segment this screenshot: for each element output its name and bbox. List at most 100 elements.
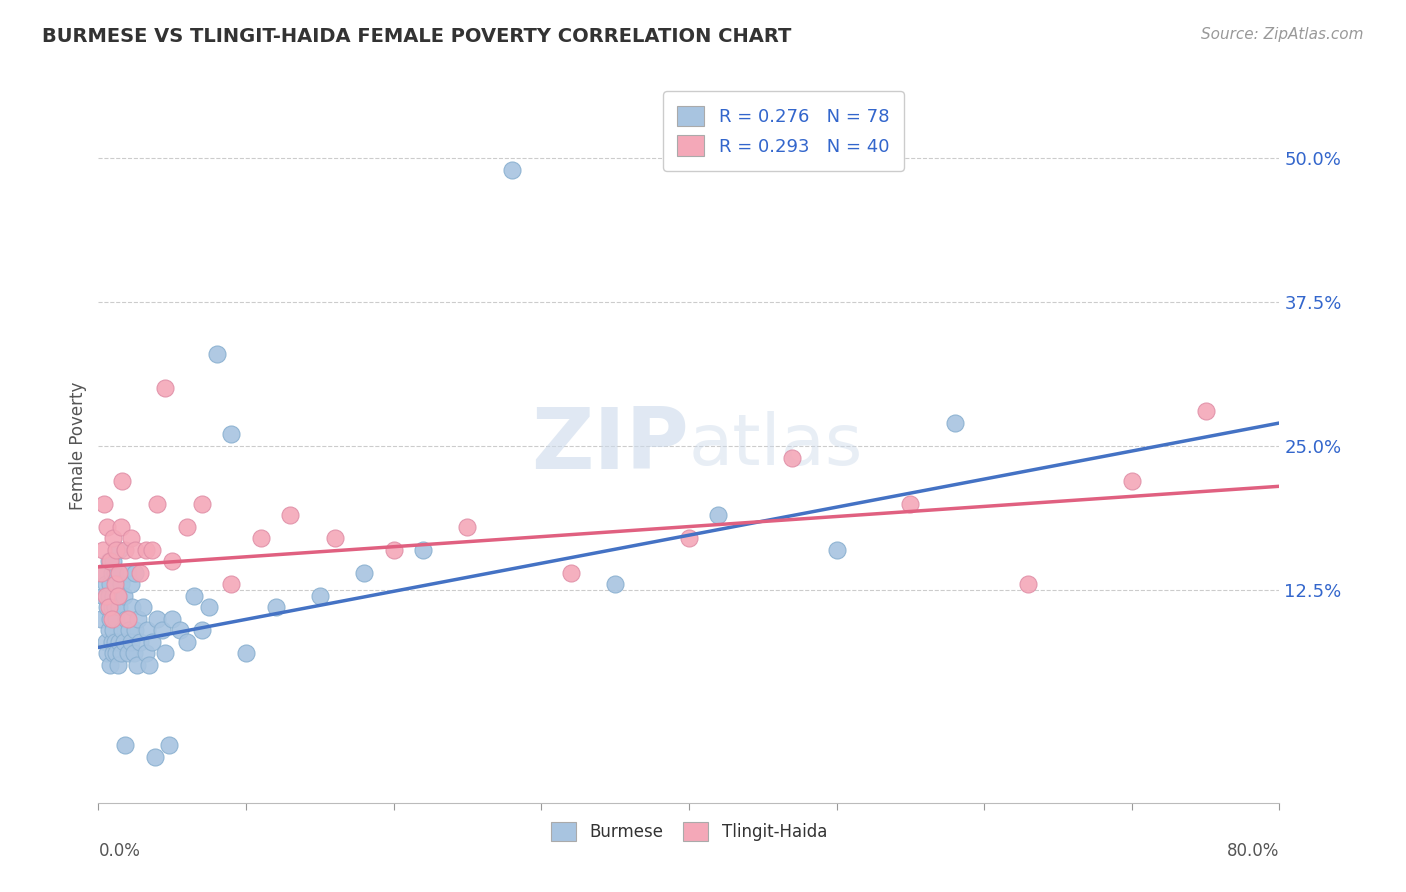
Text: BURMESE VS TLINGIT-HAIDA FEMALE POVERTY CORRELATION CHART: BURMESE VS TLINGIT-HAIDA FEMALE POVERTY … xyxy=(42,27,792,45)
Point xyxy=(117,646,139,660)
Point xyxy=(120,531,142,545)
Point xyxy=(97,554,120,568)
Point xyxy=(221,427,243,442)
Point xyxy=(93,566,115,580)
Point xyxy=(112,634,135,648)
Point xyxy=(103,554,125,568)
Point xyxy=(98,657,121,672)
Point xyxy=(111,474,134,488)
Point xyxy=(1121,474,1143,488)
Point xyxy=(90,612,112,626)
Point xyxy=(146,612,169,626)
Point xyxy=(108,566,131,580)
Point xyxy=(104,634,127,648)
Point xyxy=(135,646,157,660)
Point xyxy=(104,566,127,580)
Point xyxy=(191,497,214,511)
Point xyxy=(91,542,114,557)
Point xyxy=(191,623,214,637)
Point xyxy=(93,497,115,511)
Point xyxy=(117,566,139,580)
Point xyxy=(560,566,582,580)
Point xyxy=(96,519,118,533)
Point xyxy=(135,542,157,557)
Point xyxy=(146,497,169,511)
Point xyxy=(105,542,128,557)
Point xyxy=(457,519,479,533)
Point xyxy=(97,623,120,637)
Point xyxy=(264,600,287,615)
Point xyxy=(176,519,198,533)
Point xyxy=(323,531,346,545)
Point xyxy=(114,542,136,557)
Text: 80.0%: 80.0% xyxy=(1227,842,1279,860)
Point xyxy=(235,646,257,660)
Point xyxy=(176,634,198,648)
Point xyxy=(100,634,122,648)
Point xyxy=(605,577,627,591)
Point xyxy=(97,589,120,603)
Point xyxy=(98,612,121,626)
Point xyxy=(138,657,160,672)
Point xyxy=(707,508,730,522)
Point xyxy=(114,738,136,752)
Point xyxy=(105,646,128,660)
Point xyxy=(153,381,176,395)
Point xyxy=(115,612,138,626)
Point xyxy=(943,416,966,430)
Point xyxy=(103,646,125,660)
Point xyxy=(107,657,129,672)
Legend: Burmese, Tlingit-Haida: Burmese, Tlingit-Haida xyxy=(544,815,834,848)
Point xyxy=(97,600,120,615)
Point xyxy=(124,623,146,637)
Point xyxy=(205,347,228,361)
Text: atlas: atlas xyxy=(689,411,863,481)
Point xyxy=(105,612,128,626)
Point xyxy=(111,623,134,637)
Point xyxy=(118,623,141,637)
Point xyxy=(900,497,922,511)
Point xyxy=(110,577,132,591)
Point xyxy=(198,600,221,615)
Point xyxy=(94,589,117,603)
Point xyxy=(104,577,127,591)
Point xyxy=(122,646,145,660)
Point xyxy=(162,554,183,568)
Point xyxy=(141,542,163,557)
Point xyxy=(157,738,180,752)
Point xyxy=(501,162,523,177)
Point xyxy=(141,634,163,648)
Text: ZIP: ZIP xyxy=(531,404,689,488)
Point xyxy=(103,623,125,637)
Point xyxy=(100,612,122,626)
Point xyxy=(120,577,142,591)
Point xyxy=(117,612,139,626)
Point xyxy=(98,554,121,568)
Point xyxy=(132,600,155,615)
Point xyxy=(121,600,143,615)
Point xyxy=(120,634,142,648)
Point xyxy=(825,542,848,557)
Point xyxy=(107,589,129,603)
Point xyxy=(112,589,135,603)
Point xyxy=(183,589,205,603)
Point xyxy=(143,749,166,764)
Point xyxy=(108,634,131,648)
Y-axis label: Female Poverty: Female Poverty xyxy=(69,382,87,510)
Point xyxy=(382,542,405,557)
Point xyxy=(162,612,183,626)
Point xyxy=(412,542,434,557)
Point xyxy=(250,531,273,545)
Point xyxy=(124,542,146,557)
Point xyxy=(94,577,117,591)
Point xyxy=(128,566,150,580)
Point xyxy=(103,589,125,603)
Point xyxy=(150,623,173,637)
Point xyxy=(104,600,127,615)
Point xyxy=(169,623,191,637)
Point xyxy=(108,600,131,615)
Point xyxy=(100,600,122,615)
Point xyxy=(782,450,804,465)
Text: 0.0%: 0.0% xyxy=(98,842,141,860)
Point xyxy=(96,646,118,660)
